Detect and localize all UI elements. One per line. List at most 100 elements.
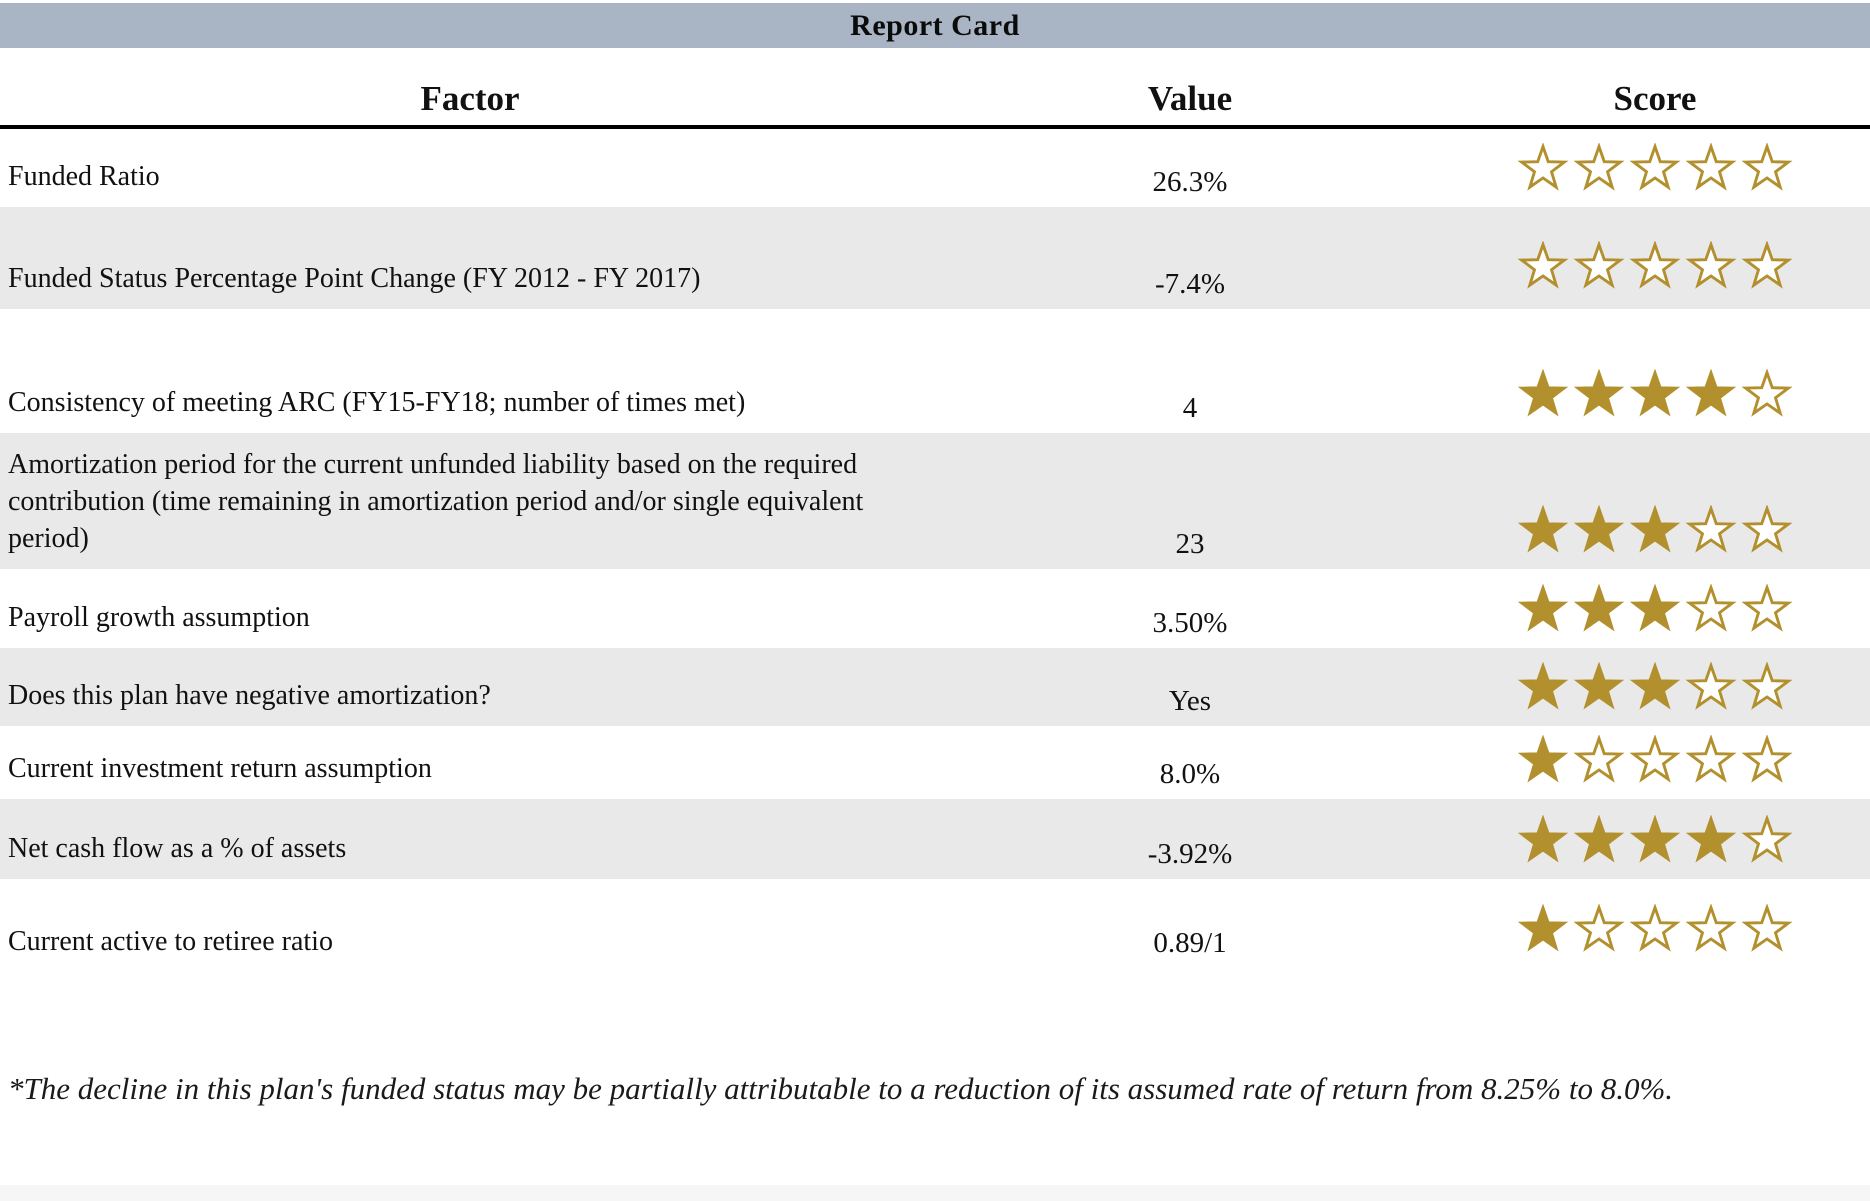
star-outline-icon (1685, 584, 1737, 632)
star-filled-icon (1629, 584, 1681, 632)
star-outline-icon (1741, 369, 1793, 417)
star-filled-icon (1573, 505, 1625, 553)
value-text: 8.0% (1159, 758, 1221, 790)
factor-cell: Consistency of meeting ARC (FY15-FY18; n… (0, 309, 940, 433)
star-rating (1515, 369, 1795, 421)
star-filled-icon (1517, 904, 1569, 952)
score-cell (1440, 879, 1870, 984)
factor-cell: Current active to retiree ratio (0, 879, 940, 984)
value-text: 4 (1182, 392, 1198, 424)
score-cell (1440, 726, 1870, 799)
value-cell: 4 (940, 309, 1440, 433)
value-cell: -3.92% (940, 799, 1440, 879)
score-cell (1440, 569, 1870, 648)
value-text: 3.50% (1152, 607, 1228, 639)
column-header-factor: Factor (420, 79, 520, 118)
star-outline-icon (1517, 241, 1569, 289)
factor-label: Does this plan have negative amortizatio… (8, 680, 491, 711)
table-row: Funded Status Percentage Point Change (F… (0, 207, 1870, 309)
star-outline-icon (1685, 505, 1737, 553)
factor-cell: Payroll growth assumption (0, 569, 940, 648)
star-filled-icon (1573, 662, 1625, 710)
value-text: 0.89/1 (1153, 927, 1227, 959)
title-bar: Report Card (0, 3, 1870, 48)
table-row: Does this plan have negative amortizatio… (0, 648, 1870, 726)
star-outline-icon (1629, 904, 1681, 952)
star-outline-icon (1517, 143, 1569, 191)
star-filled-icon (1629, 662, 1681, 710)
star-filled-icon (1517, 505, 1569, 553)
star-filled-icon (1685, 815, 1737, 863)
value-cell: 0.89/1 (940, 879, 1440, 984)
factor-label: Consistency of meeting ARC (FY15-FY18; n… (8, 387, 746, 418)
value-text: Yes (1168, 685, 1212, 717)
value-cell: 8.0% (940, 726, 1440, 799)
star-outline-icon (1741, 505, 1793, 553)
table-row: Amortization period for the current unfu… (0, 433, 1870, 569)
score-cell (1440, 129, 1870, 207)
star-outline-icon (1741, 735, 1793, 783)
star-filled-icon (1573, 584, 1625, 632)
star-filled-icon (1517, 735, 1569, 783)
value-cell: 23 (940, 433, 1440, 569)
star-rating (1515, 584, 1795, 636)
footnote: *The decline in this plan's funded statu… (8, 1071, 1674, 1106)
star-outline-icon (1685, 904, 1737, 952)
factor-cell: Funded Status Percentage Point Change (F… (0, 207, 940, 309)
value-cell: Yes (940, 648, 1440, 726)
star-rating (1515, 505, 1795, 557)
value-text: 23 (1175, 528, 1205, 560)
star-filled-icon (1573, 815, 1625, 863)
star-filled-icon (1573, 369, 1625, 417)
star-outline-icon (1741, 815, 1793, 863)
bottom-strip (0, 1185, 1870, 1201)
star-rating (1515, 815, 1795, 867)
score-cell (1440, 648, 1870, 726)
star-outline-icon (1741, 143, 1793, 191)
value-text: -7.4% (1154, 268, 1226, 300)
factor-cell: Does this plan have negative amortizatio… (0, 648, 940, 726)
table-row: Current investment return assumption 8.0… (0, 726, 1870, 799)
star-filled-icon (1685, 369, 1737, 417)
factor-label: Funded Ratio (8, 161, 160, 192)
table-row: Payroll growth assumption 3.50% (0, 569, 1870, 648)
star-outline-icon (1685, 662, 1737, 710)
star-rating (1515, 735, 1795, 787)
star-outline-icon (1629, 143, 1681, 191)
star-rating (1515, 662, 1795, 714)
star-outline-icon (1741, 584, 1793, 632)
star-outline-icon (1629, 241, 1681, 289)
factor-cell: Net cash flow as a % of assets (0, 799, 940, 879)
factor-cell: Funded Ratio (0, 129, 940, 207)
star-outline-icon (1741, 241, 1793, 289)
star-outline-icon (1629, 735, 1681, 783)
score-cell (1440, 799, 1870, 879)
star-outline-icon (1685, 241, 1737, 289)
column-header-value: Value (1147, 79, 1233, 118)
factor-cell: Current investment return assumption (0, 726, 940, 799)
star-outline-icon (1741, 662, 1793, 710)
value-cell: -7.4% (940, 207, 1440, 309)
factor-label: Payroll growth assumption (8, 602, 310, 633)
star-filled-icon (1517, 662, 1569, 710)
value-text: -3.92% (1147, 838, 1233, 870)
star-filled-icon (1629, 815, 1681, 863)
factor-label: Current active to retiree ratio (8, 926, 333, 957)
factor-label: Net cash flow as a % of assets (8, 833, 347, 864)
score-cell (1440, 433, 1870, 569)
star-outline-icon (1573, 735, 1625, 783)
star-filled-icon (1629, 369, 1681, 417)
table-row: Net cash flow as a % of assets -3.92% (0, 799, 1870, 879)
page-title: Report Card (850, 8, 1020, 42)
star-outline-icon (1741, 904, 1793, 952)
star-outline-icon (1573, 143, 1625, 191)
factor-label: Current investment return assumption (8, 753, 432, 784)
value-cell: 26.3% (940, 129, 1440, 207)
star-outline-icon (1685, 143, 1737, 191)
score-cell (1440, 309, 1870, 433)
star-rating (1515, 241, 1795, 293)
star-filled-icon (1517, 369, 1569, 417)
factor-cell: Amortization period for the current unfu… (0, 433, 940, 569)
star-filled-icon (1517, 815, 1569, 863)
star-outline-icon (1573, 904, 1625, 952)
